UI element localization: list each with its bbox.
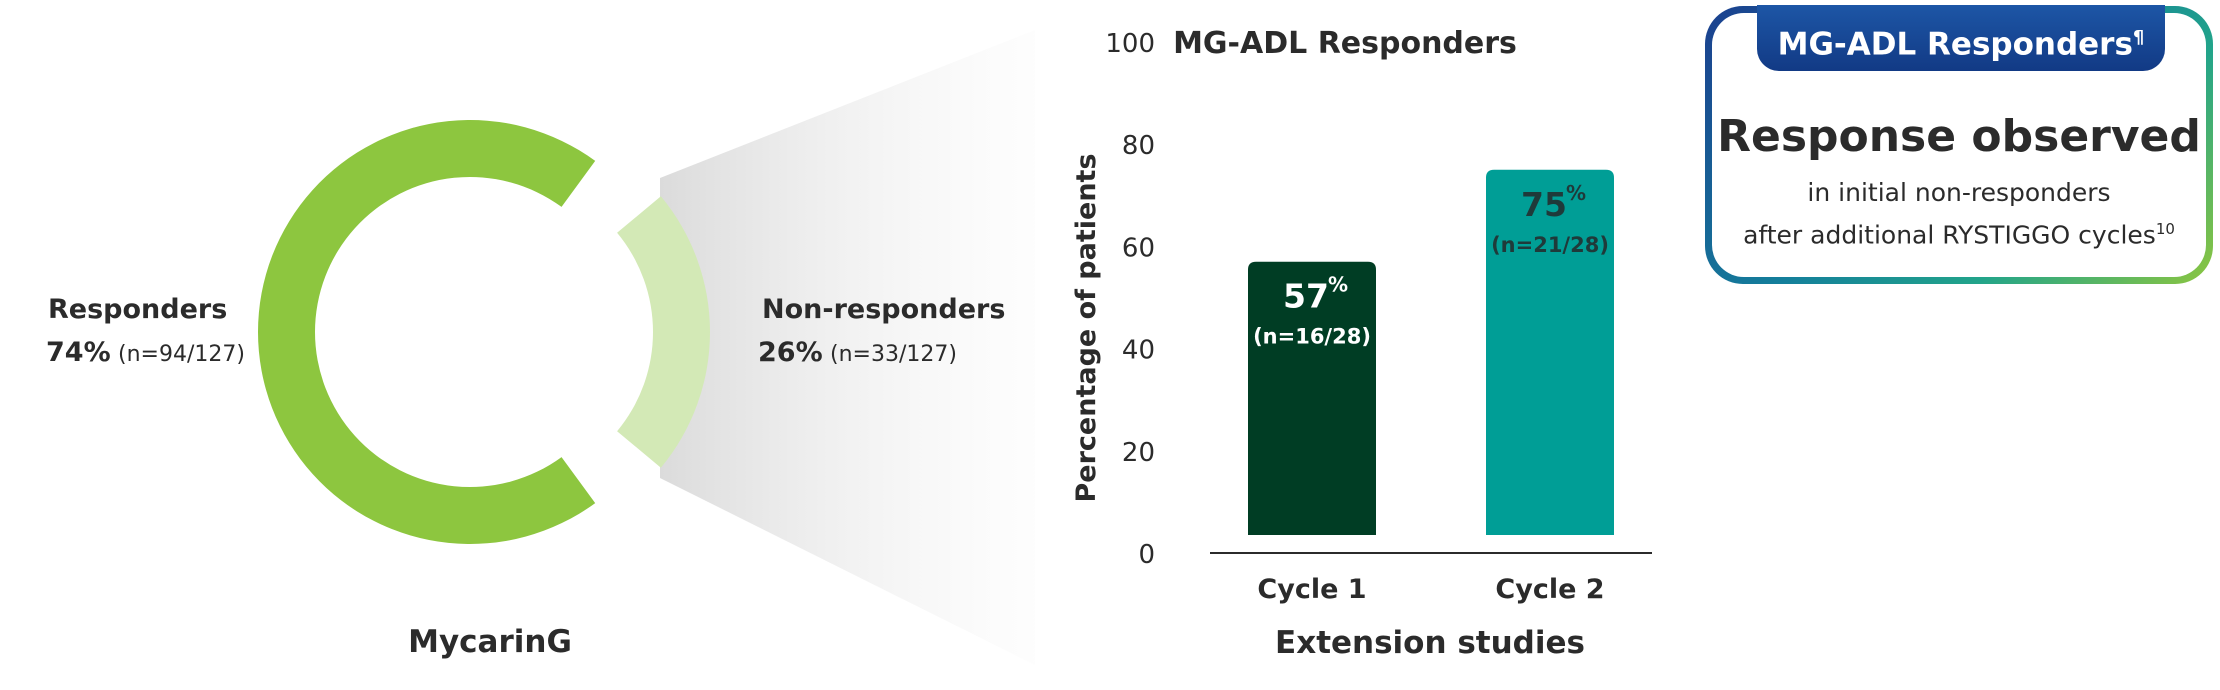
x-tick-label: Cycle 2 [1495, 574, 1604, 605]
bar-n-label: (n=21/28) [1491, 233, 1609, 257]
callout-tab-footnote: ¶ [2132, 27, 2145, 48]
y-tick-label: 40 [1122, 336, 1155, 366]
y-tick-label: 0 [1138, 540, 1155, 570]
y-tick-label: 20 [1122, 438, 1155, 468]
responders-segment [257, 119, 596, 544]
non-responders-label: Non-responders [762, 294, 1005, 325]
callout-line-2-text: after additional RYSTIGGO cycles [1743, 220, 2156, 250]
bar-value-unit: % [1566, 181, 1586, 205]
bar-2 [1486, 169, 1614, 535]
non-responders-segment [617, 196, 710, 468]
callout-tab: MG-ADL Responders¶ [1757, 5, 2165, 71]
y-axis-label: Percentage of patients [1071, 153, 1102, 502]
chart-title: MG-ADL Responders [1173, 26, 1517, 61]
x-tick-label: Cycle 1 [1257, 574, 1366, 605]
bars: 57 % (n=16/28) 75 % (n=21/28) [1248, 169, 1614, 535]
category-labels: Cycle 1 Cycle 2 [1257, 574, 1604, 605]
x-axis-label: Extension studies [1275, 625, 1585, 661]
callout-headline: Response observed [1717, 111, 2201, 162]
callout-line-2-footnote: 10 [2155, 220, 2175, 238]
callout-tab-label: MG-ADL Responders [1777, 26, 2133, 63]
bar-1 [1248, 261, 1376, 535]
callout-line-2: after additional RYSTIGGO cycles10 [1712, 220, 2206, 249]
bar-value-label: 57 [1283, 277, 1329, 316]
zoom-cone [660, 30, 1035, 665]
bar-n-label: (n=16/28) [1253, 325, 1371, 349]
y-tick-label: 80 [1122, 131, 1155, 161]
non-responders-count: (n=33/127) [830, 342, 957, 367]
bar-value-label: 75 [1521, 185, 1567, 224]
y-tick-label: 100 [1105, 29, 1155, 59]
y-tick-label: 60 [1122, 233, 1155, 263]
donut-title: MycarinG [408, 624, 572, 660]
responders-label: Responders [48, 294, 227, 325]
non-responders-percent: 26% [758, 337, 823, 368]
responders-callout: MG-ADL Responders¶ Response observed in … [1705, 5, 2213, 284]
y-tick-labels: 0 20 40 60 80 100 [1105, 29, 1155, 570]
responders-percent: 74% [46, 337, 111, 368]
callout-line-1: in initial non-responders [1807, 178, 2111, 207]
bar-value-unit: % [1328, 273, 1348, 297]
responders-count: (n=94/127) [118, 342, 245, 367]
callout-panel: MG-ADL Responders¶ Response observed in … [1712, 5, 2206, 277]
